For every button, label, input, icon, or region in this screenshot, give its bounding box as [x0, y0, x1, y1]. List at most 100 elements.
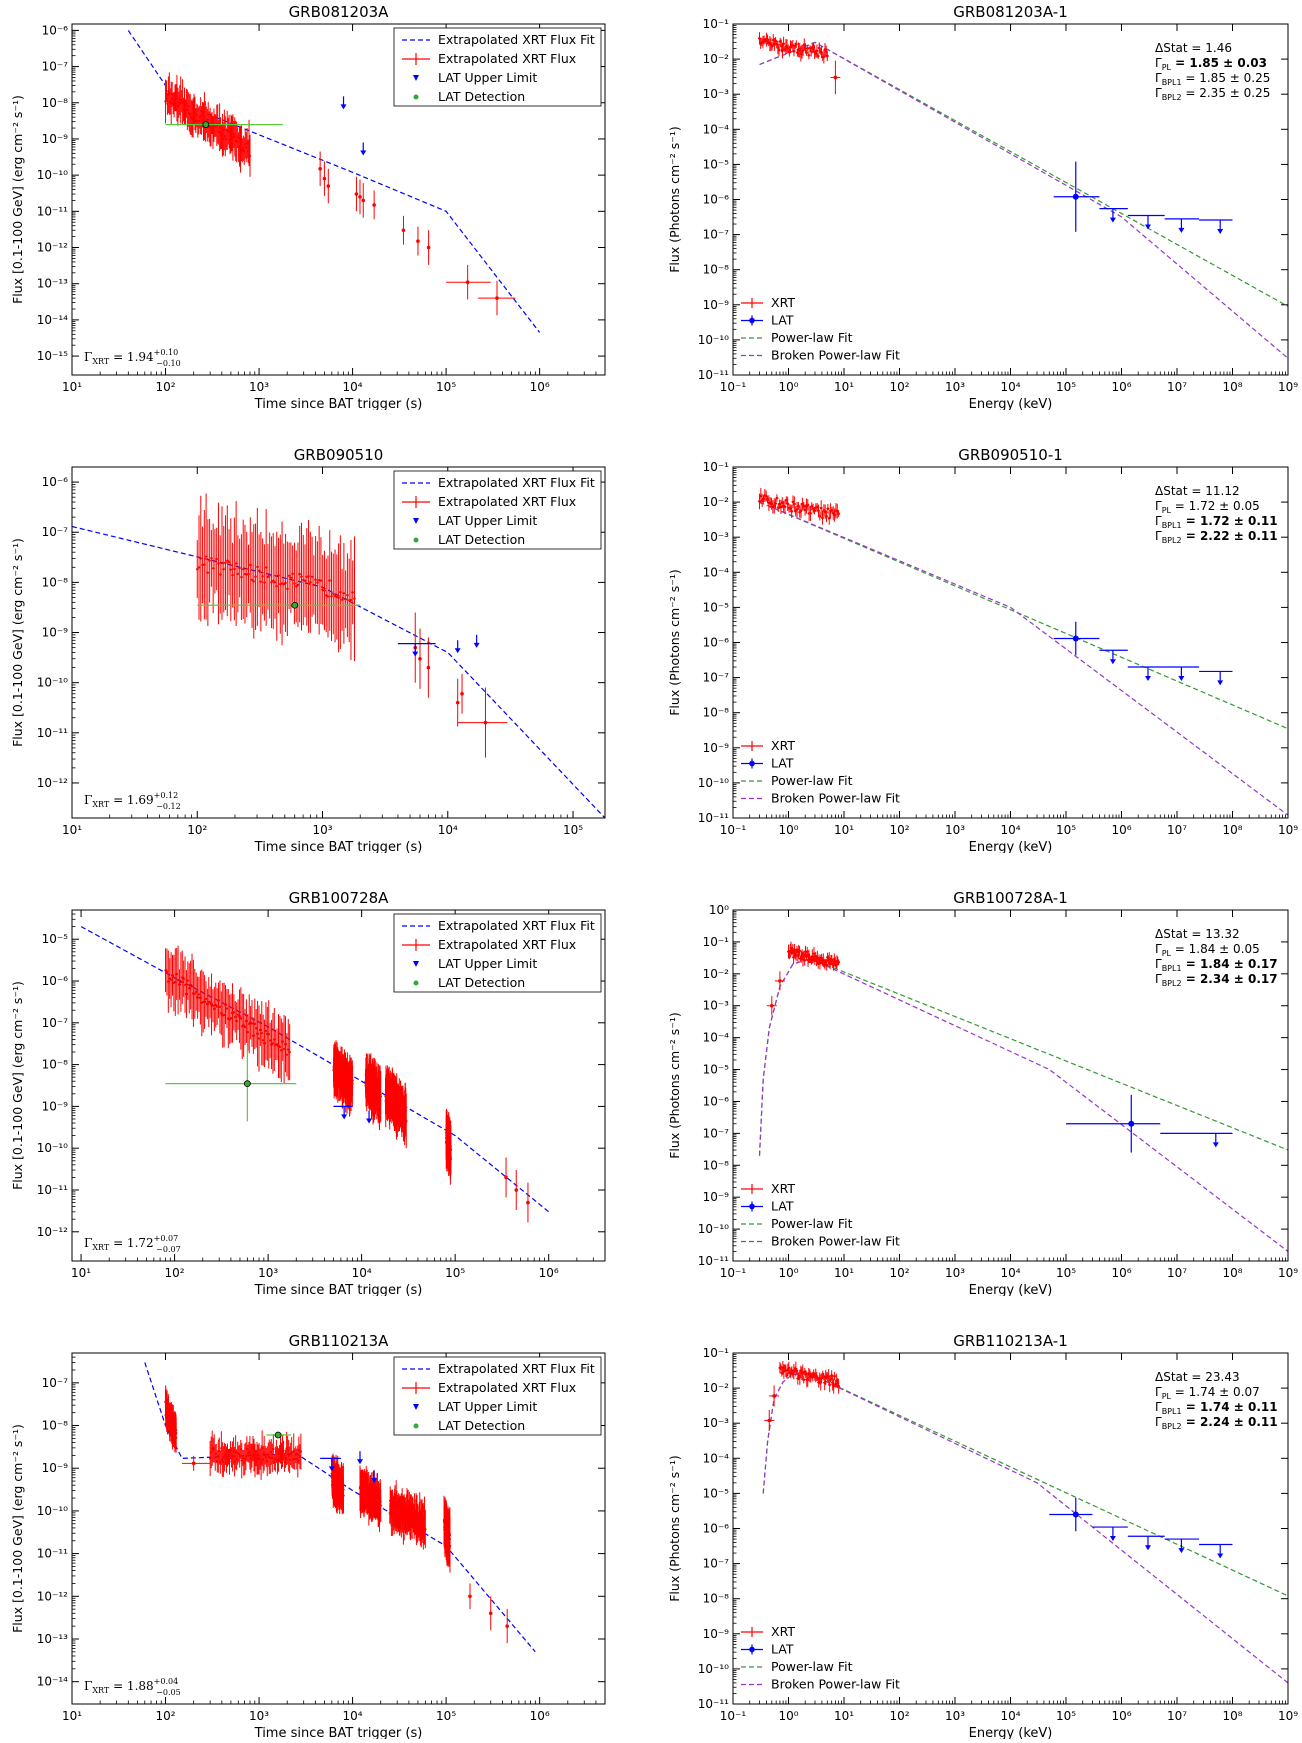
- x-axis-label: Time since BAT trigger (s): [254, 397, 423, 410]
- legend-label: LAT Detection: [438, 975, 525, 990]
- flux-point-group: [468, 1583, 472, 1610]
- flux-point: [342, 592, 346, 595]
- x-tick-label: 10⁵: [436, 380, 456, 394]
- x-axis-label: Time since BAT trigger (s): [254, 1283, 423, 1296]
- y-tick-label: 10⁻⁹: [703, 1190, 730, 1204]
- y-tick-label: 10⁻⁶: [703, 636, 730, 650]
- flux-point: [418, 656, 422, 661]
- flux-point: [220, 1012, 223, 1015]
- y-tick-label: 10⁻¹¹: [37, 1183, 68, 1197]
- fit-stat-line: ΓBPL2 = 2.22 ± 0.11: [1155, 529, 1278, 545]
- legend-label: Extrapolated XRT Flux Fit: [438, 918, 595, 933]
- flux-band: [388, 1480, 427, 1550]
- xrt-point: [775, 496, 779, 500]
- flux-point: [326, 184, 331, 188]
- x-tick-label: 10¹: [834, 823, 854, 837]
- y-tick-label: 10⁻²: [703, 52, 730, 66]
- upper-limit-arrow: [454, 648, 461, 654]
- y-axis-label: Flux [0.1-100 GeV] (erg cm⁻² s⁻¹): [10, 538, 25, 747]
- xrt-point: [767, 1418, 772, 1423]
- x-tick-label: 10⁻¹: [720, 1266, 747, 1280]
- xrt-point: [833, 513, 836, 517]
- flux-point: [236, 1013, 240, 1016]
- flux-point: [287, 574, 291, 577]
- flux-point: [175, 972, 178, 976]
- flux-point: [256, 1032, 259, 1035]
- flux-point: [224, 561, 227, 564]
- flux-point: [208, 559, 211, 563]
- legend-label: LAT Detection: [438, 532, 525, 547]
- xrt-point: [793, 502, 796, 506]
- flux-point: [330, 595, 333, 598]
- chart-panel-6: GRB100728A-1 Energy (keV) Flux (Photons cm…: [651, 886, 1302, 1298]
- flux-point-group: [460, 673, 464, 714]
- flux-point: [361, 198, 366, 203]
- chart-title: GRB090510-1: [958, 446, 1063, 464]
- flux-point: [267, 1033, 270, 1036]
- chart-title: GRB110213A: [289, 1332, 390, 1350]
- lat-marker: [1072, 1511, 1079, 1518]
- y-tick-label: 10⁻⁹: [42, 132, 69, 146]
- flux-point: [328, 579, 331, 582]
- flux-point: [206, 1002, 209, 1006]
- y-tick-label: 10⁻⁵: [703, 157, 730, 171]
- flux-point: [245, 1019, 248, 1023]
- upper-limit-arrow: [366, 1118, 373, 1124]
- flux-point: [416, 239, 420, 243]
- x-axis-label: Energy (keV): [969, 397, 1053, 410]
- flux-point: [275, 585, 278, 588]
- xrt-point: [819, 1381, 823, 1384]
- flux-point-group: [426, 230, 431, 265]
- flux-point: [504, 1175, 508, 1180]
- y-tick-label: 10⁻¹⁵: [37, 349, 68, 363]
- xrt-point: [797, 504, 800, 508]
- chart-svg: GRB090510 Time since BAT trigger (s) Flux …: [10, 446, 606, 855]
- xrt-point: [769, 1003, 774, 1008]
- x-tick-label: 10⁰: [778, 823, 798, 837]
- lat-upper-limit: [1127, 214, 1165, 230]
- chart-panel-3: GRB090510 Time since BAT trigger (s) Flux …: [0, 443, 651, 855]
- flux-point: [241, 568, 245, 571]
- flux-point: [322, 176, 327, 181]
- xrt-point: [804, 46, 807, 50]
- gamma-xrt-annotation: ΓXRT = 1.94+0.10 −0.10: [84, 348, 181, 368]
- flux-point: [319, 579, 323, 582]
- legend-lat-swatch-dot: [749, 1646, 755, 1653]
- flux-point-group: [478, 280, 516, 316]
- xrt-point: [779, 505, 783, 509]
- y-tick-label: 10⁻¹¹: [37, 1547, 68, 1561]
- flux-point: [318, 166, 322, 171]
- lat-marker: [1072, 635, 1079, 642]
- x-tick-label: 10⁶: [1111, 823, 1131, 837]
- xrt-point: [833, 75, 838, 80]
- y-tick-label: 10⁻⁴: [703, 1451, 730, 1465]
- flux-point: [278, 1045, 282, 1049]
- flux-point: [208, 1001, 212, 1004]
- flux-point: [514, 1188, 519, 1192]
- lat-ul-arrow: [1109, 217, 1116, 223]
- flux-point: [229, 1016, 233, 1020]
- flux-point: [204, 555, 208, 558]
- xrt-point: [815, 505, 819, 509]
- x-axis-label: Energy (keV): [969, 1726, 1053, 1739]
- flux-point-group: [446, 264, 491, 300]
- flux-point: [218, 1005, 222, 1009]
- flux-point-group: [526, 1182, 530, 1223]
- y-tick-label: 10⁻⁴: [703, 1031, 730, 1045]
- flux-point: [358, 195, 362, 199]
- xrt-point: [805, 51, 808, 55]
- legend-lat-swatch-dot: [749, 1203, 755, 1210]
- y-tick-label: 10⁻⁸: [703, 263, 730, 277]
- lat-ul-arrow: [1109, 659, 1116, 665]
- flux-point: [211, 1004, 215, 1007]
- flux-point: [219, 573, 222, 576]
- flux-point: [337, 596, 340, 599]
- chart-title: GRB100728A-1: [953, 889, 1068, 907]
- flux-point: [204, 997, 208, 1001]
- flux-point: [273, 1038, 276, 1041]
- flux-point: [211, 567, 215, 570]
- y-tick-label: 10⁻⁵: [703, 1486, 730, 1500]
- xrt-point: [777, 48, 781, 52]
